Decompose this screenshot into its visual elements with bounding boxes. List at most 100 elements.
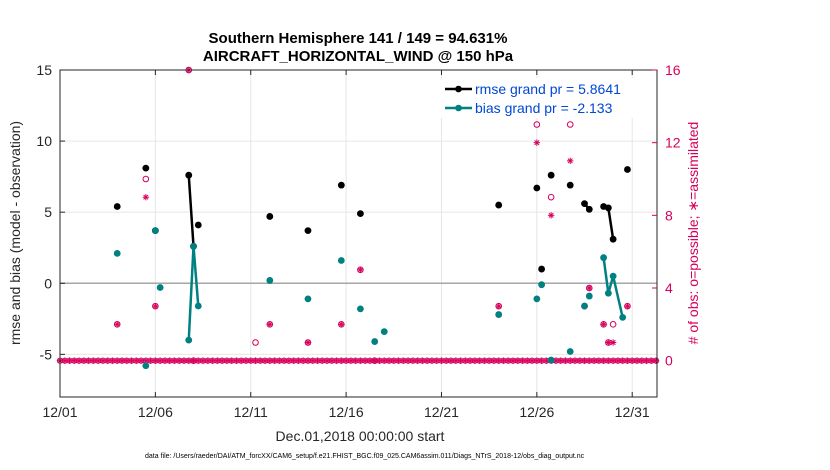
bias-point	[585, 292, 593, 300]
legend: rmse grand pr = 5.8641 bias grand pr = -…	[440, 78, 650, 118]
obs-assimilated-marker	[624, 302, 631, 310]
obs-zero-marker	[614, 357, 622, 364]
obs-zero-marker-d2	[195, 358, 201, 364]
obs-zero-marker-d2	[353, 358, 359, 364]
obs-zero-marker-d2	[133, 358, 139, 364]
obs-zero-marker-d2	[477, 358, 483, 364]
bias-point	[604, 289, 612, 297]
rmse-point	[538, 265, 546, 273]
obs-zero-marker	[123, 357, 130, 364]
obs-zero-marker	[533, 357, 541, 364]
obs-zero-marker-d2	[267, 358, 273, 364]
obs-zero-marker-d2	[105, 358, 111, 364]
bias-point	[547, 356, 555, 364]
obs-assimilated-marker	[605, 339, 612, 346]
obs-zero-marker-d2	[186, 358, 192, 364]
bias-segment	[602, 257, 610, 294]
obs-zero-marker	[342, 357, 350, 364]
obs-zero-marker	[381, 357, 388, 364]
obs-zero-marker	[500, 357, 507, 364]
obs-zero-marker	[471, 357, 479, 364]
obs-assimilated-marker	[338, 321, 345, 328]
bias-point	[113, 250, 121, 257]
obs-zero-marker	[338, 357, 345, 364]
obs-zero-marker	[252, 357, 259, 364]
obs-zero-marker-d2	[581, 358, 588, 364]
obs-zero-marker-d2	[338, 358, 344, 364]
rmse-segment	[607, 207, 615, 240]
obs-zero-marker-d2	[95, 358, 101, 364]
rmse-point	[604, 204, 612, 212]
y-right-tick-label: 16	[665, 62, 681, 78]
obs-zero-marker-d2	[86, 358, 92, 364]
obs-zero-marker-d2	[496, 358, 502, 364]
obs-zero-marker-d2	[262, 358, 268, 364]
obs-possible-marker	[547, 193, 555, 201]
obs-zero-marker-d2	[610, 358, 616, 364]
obs-zero-marker-d2	[596, 358, 602, 364]
chart-title: Southern Hemisphere 141 / 149 = 94.631%	[209, 30, 508, 47]
obs-zero-marker	[595, 357, 603, 364]
obs-zero-marker-d2	[486, 358, 492, 364]
obs-zero-marker-d2	[152, 358, 158, 364]
obs-zero-marker-d2	[143, 358, 149, 364]
obs-zero-marker-d2	[233, 358, 240, 364]
y-tick-label: 5	[44, 204, 52, 220]
obs-zero-marker-d2	[219, 358, 225, 364]
obs-assimilated-marker-d2	[610, 339, 616, 346]
obs-zero-marker-d2	[100, 358, 106, 364]
obs-zero-marker	[156, 357, 164, 364]
obs-zero-marker-d2	[405, 358, 411, 364]
bias-point	[609, 272, 617, 280]
obs-zero-marker-d2	[305, 358, 311, 364]
rmse-segment	[187, 175, 195, 247]
obs-zero-marker-d2	[643, 358, 650, 364]
obs-zero-marker-d2	[567, 358, 573, 364]
obs-zero-marker-d2	[577, 358, 583, 364]
bias-segment	[611, 275, 624, 318]
rmse-point	[337, 181, 345, 189]
obs-zero-marker-d2	[367, 358, 373, 364]
obs-zero-marker-d2	[605, 358, 611, 364]
y-tick-label: -5	[40, 346, 53, 362]
rmse-point	[142, 164, 150, 172]
y-right-tick-label: 0	[665, 353, 673, 369]
obs-assimilated-marker-d2	[601, 321, 607, 327]
obs-zero-marker	[400, 357, 407, 364]
footer-data-file: data file: /Users/raeder/DAI/ATM_forcXX/…	[145, 453, 585, 460]
x-tick-label: 12/26	[519, 404, 554, 420]
obs-zero-marker-d2	[329, 358, 335, 364]
obs-zero-marker-d2	[395, 358, 402, 364]
obs-zero-marker-d2	[472, 358, 478, 364]
legend-box	[440, 78, 650, 118]
obs-zero-marker	[605, 357, 612, 364]
obs-zero-marker-d2	[300, 358, 306, 364]
rmse-point	[266, 213, 274, 220]
obs-zero-marker	[61, 357, 68, 364]
obs-zero-marker-d2	[462, 358, 468, 364]
obs-zero-marker-d2	[319, 358, 325, 364]
obs-zero-marker-d2	[386, 358, 392, 364]
obs-zero-marker-d2	[615, 358, 621, 364]
obs-zero-marker-d2	[181, 358, 187, 364]
obs-zero-marker-d2	[209, 358, 216, 364]
obs-assimilated-marker-d2	[624, 303, 631, 309]
obs-assimilated-marker-d2	[567, 158, 573, 164]
obs-assimilated-marker	[586, 284, 593, 292]
obs-possible-marker	[252, 339, 259, 346]
obs-zero-marker-d2	[171, 358, 178, 364]
y-tick-label: 0	[44, 275, 52, 291]
obs-zero-marker	[419, 357, 426, 364]
obs-zero-marker-d2	[148, 358, 154, 364]
obs-zero-marker-d2	[434, 358, 440, 364]
bias-point	[142, 362, 150, 370]
obs-zero-marker-d2	[291, 358, 297, 364]
bias-segment	[187, 246, 195, 341]
bias-point	[190, 242, 197, 250]
obs-zero-marker	[409, 357, 417, 364]
obs-assimilated-marker-d2	[496, 303, 502, 309]
obs-assimilated-marker	[152, 302, 159, 310]
obs-zero-marker-d2	[324, 358, 330, 364]
obs-zero-marker-d2	[648, 358, 654, 364]
